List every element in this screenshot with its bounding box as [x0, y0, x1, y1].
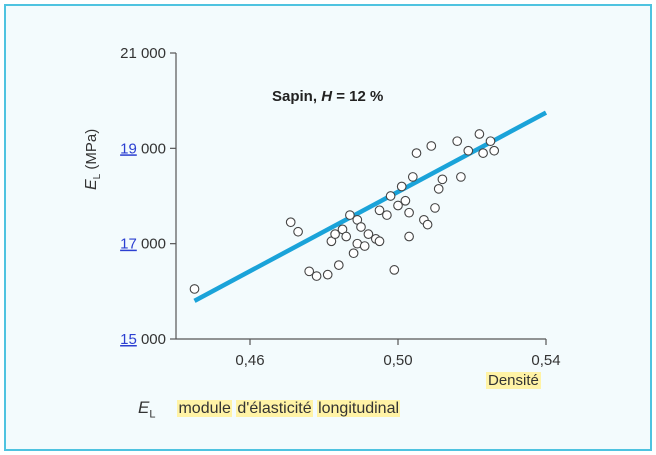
ylabel-symbol: E — [83, 179, 100, 190]
y-tick-label: 19 000 — [120, 140, 166, 157]
data-point — [463, 145, 474, 156]
data-point — [478, 148, 488, 158]
caption-word-module: module — [177, 400, 232, 417]
y-tick-text: 21 000 — [120, 45, 166, 62]
y-tick-link: 17 — [120, 236, 137, 253]
data-point — [474, 129, 485, 139]
x-tick-label: 0,50 — [383, 352, 412, 369]
y-tick-label: 15 000 — [120, 331, 166, 348]
data-point — [485, 136, 496, 147]
data-point — [345, 210, 355, 220]
data-point — [411, 148, 422, 158]
data-point — [285, 217, 296, 228]
data-point — [430, 203, 440, 213]
data-point — [385, 191, 396, 201]
data-point — [422, 219, 433, 230]
chart-axes — [170, 52, 547, 345]
data-point — [348, 248, 359, 259]
data-points — [189, 129, 500, 294]
y-tick-text: 000 — [137, 331, 166, 348]
data-point — [404, 207, 414, 218]
data-point — [452, 136, 463, 147]
data-point — [311, 271, 322, 281]
data-point — [374, 205, 385, 216]
caption-symbol: EL — [138, 398, 156, 421]
ylabel-subscript: L — [92, 173, 103, 179]
data-point — [393, 200, 403, 211]
title-species: Sapin, — [272, 88, 321, 105]
data-point — [356, 222, 366, 232]
x-tick-label: 0,54 — [531, 352, 560, 369]
data-point — [374, 236, 385, 247]
data-point — [400, 195, 411, 206]
y-tick-text: 000 — [137, 236, 166, 253]
y-tick-label: 17 000 — [120, 236, 166, 253]
data-point — [304, 266, 315, 277]
data-point — [382, 210, 392, 220]
data-point — [322, 269, 333, 280]
data-point — [341, 231, 352, 242]
data-point — [437, 174, 448, 185]
data-point — [404, 231, 414, 242]
data-point — [333, 260, 344, 270]
title-variable: H — [321, 88, 333, 105]
data-point — [189, 284, 200, 294]
y-tick-text: 000 — [137, 140, 166, 157]
data-point — [389, 265, 400, 275]
data-point — [407, 172, 418, 182]
caption-word-elasticity: d'élasticité — [236, 400, 313, 417]
y-tick-link: 19 — [120, 140, 137, 157]
caption-word-longitudinal: longitudinal — [317, 400, 401, 417]
data-point — [363, 229, 374, 239]
figure-caption: EL module d'élasticité longitudinal — [138, 398, 401, 421]
x-tick-label: 0,46 — [235, 352, 264, 369]
data-point — [489, 145, 500, 156]
data-point — [330, 229, 340, 239]
data-point — [456, 172, 466, 182]
data-point — [433, 184, 444, 194]
y-axis-label: EL (MPa) — [83, 129, 103, 190]
y-tick-label: 21 000 — [120, 45, 166, 62]
data-point — [359, 241, 370, 251]
y-tick-link: 15 — [120, 331, 137, 348]
data-point — [426, 141, 437, 151]
x-axis-label: Densité — [486, 372, 541, 389]
title-value: = 12 % — [332, 88, 383, 105]
chart-title: Sapin, H = 12 % — [272, 88, 383, 105]
data-point — [396, 181, 407, 192]
ylabel-unit: (MPa) — [83, 129, 100, 174]
data-point — [293, 226, 303, 237]
